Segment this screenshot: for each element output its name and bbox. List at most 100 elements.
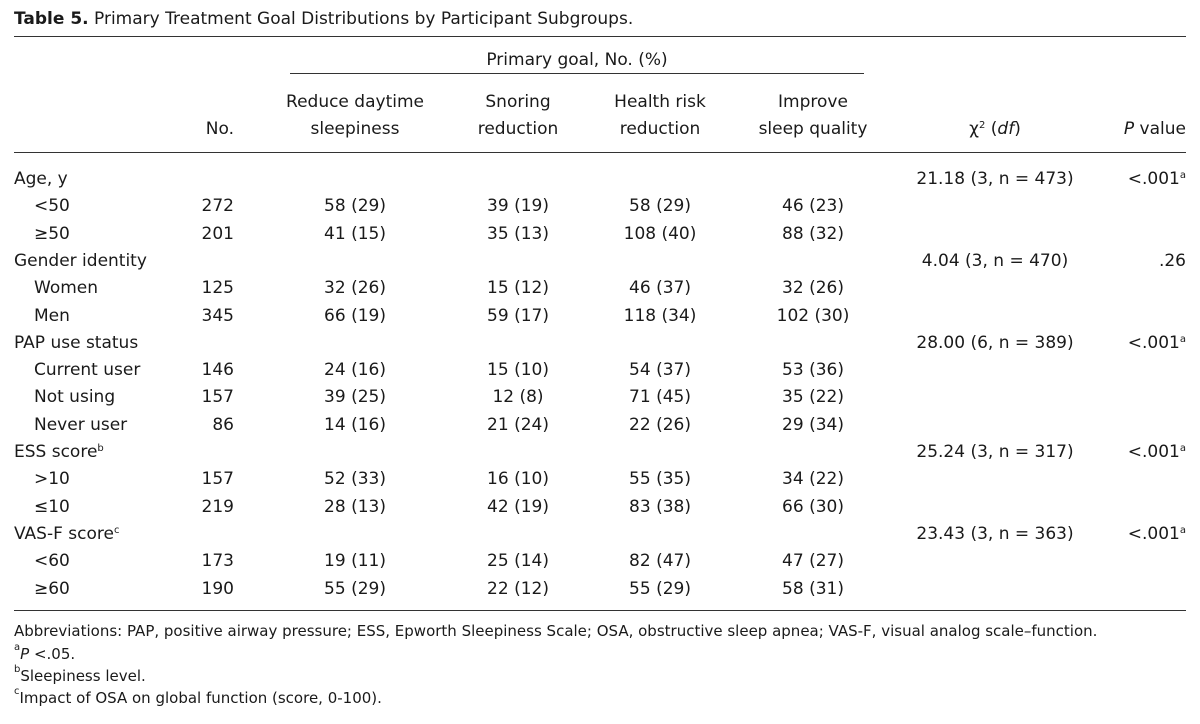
header-goal3-line1: Health risk bbox=[614, 92, 706, 112]
cell-health-risk-reduction: 118 (34) bbox=[623, 305, 697, 326]
cell-snoring-reduction: 39 (19) bbox=[487, 196, 549, 217]
caption-text: Primary Treatment Goal Distributions by … bbox=[94, 9, 634, 29]
cell-reduce-daytime-sleepiness: 41 (15) bbox=[324, 223, 386, 244]
cell-improve-sleep-quality: 88 (32) bbox=[782, 223, 844, 244]
header-chi-square: χ2 (df) bbox=[969, 119, 1021, 139]
row-sublabel: ≥50 bbox=[34, 223, 70, 245]
cell-no: 125 bbox=[201, 278, 234, 299]
p-value-superscript: a bbox=[1179, 524, 1186, 536]
row-label-text: ≥50 bbox=[34, 223, 70, 244]
cell-reduce-daytime-sleepiness: 24 (16) bbox=[324, 360, 386, 381]
row-sublabel: Men bbox=[34, 305, 70, 327]
cell-improve-sleep-quality: 47 (27) bbox=[782, 551, 844, 572]
table-caption: Table 5. Primary Treatment Goal Distribu… bbox=[14, 9, 633, 29]
cell-health-risk-reduction: 108 (40) bbox=[623, 223, 697, 244]
cell-improve-sleep-quality: 29 (34) bbox=[782, 414, 844, 435]
footnote-a-p: P bbox=[20, 645, 30, 663]
footnote-a-text: <.05. bbox=[29, 645, 76, 663]
row-sublabel: Never user bbox=[34, 414, 127, 436]
cell-p-value: <.001a bbox=[1090, 523, 1186, 545]
row-label-text: Age, y bbox=[14, 169, 68, 189]
cell-reduce-daytime-sleepiness: 19 (11) bbox=[324, 551, 386, 572]
p-value-label: value bbox=[1134, 119, 1186, 139]
cell-improve-sleep-quality: 58 (31) bbox=[782, 578, 844, 599]
header-p-value: P value bbox=[1090, 118, 1186, 140]
footnote-c-mark: c bbox=[14, 686, 20, 697]
p-value-text: <.001 bbox=[1127, 332, 1180, 353]
row-label-text: <50 bbox=[34, 196, 70, 217]
row-label-text: Men bbox=[34, 305, 70, 326]
header-no: No. bbox=[205, 119, 234, 139]
p-value-text: <.001 bbox=[1127, 523, 1180, 544]
cell-snoring-reduction: 35 (13) bbox=[487, 223, 549, 244]
cell-no: 173 bbox=[201, 551, 234, 572]
header-goal3-line2: reduction bbox=[619, 119, 701, 139]
footnote-c-text: Impact of OSA on global function (score,… bbox=[19, 689, 382, 707]
row-group-label: PAP use status bbox=[14, 332, 138, 354]
header-goal4-line1: Improve bbox=[778, 92, 848, 112]
cell-improve-sleep-quality: 34 (22) bbox=[782, 469, 844, 490]
cell-health-risk-reduction: 71 (45) bbox=[629, 387, 691, 408]
p-value-text: <.001 bbox=[1127, 169, 1180, 189]
row-group-label: Age, y bbox=[14, 168, 68, 190]
footnote-abbreviations: Abbreviations: PAP, positive airway pres… bbox=[14, 622, 1098, 640]
row-sublabel: Women bbox=[34, 277, 98, 299]
cell-reduce-daytime-sleepiness: 28 (13) bbox=[324, 496, 386, 517]
footnote-b-mark: b bbox=[14, 664, 21, 675]
row-sublabel: Not using bbox=[34, 386, 115, 408]
row-label-text: PAP use status bbox=[14, 332, 139, 353]
row-group-label: VAS-F scorec bbox=[14, 523, 119, 545]
row-label-text: ESS score bbox=[14, 442, 98, 462]
cell-chi-square: 25.24 (3, n = 317) bbox=[916, 442, 1074, 462]
cell-improve-sleep-quality: 102 (30) bbox=[776, 305, 850, 326]
cell-snoring-reduction: 21 (24) bbox=[487, 414, 549, 435]
row-sublabel: <60 bbox=[34, 550, 70, 572]
cell-no: 201 bbox=[201, 223, 234, 244]
cell-reduce-daytime-sleepiness: 66 (19) bbox=[324, 305, 386, 326]
header-rule bbox=[14, 152, 1186, 153]
row-sublabel: ≥60 bbox=[34, 578, 70, 600]
cell-snoring-reduction: 42 (19) bbox=[487, 496, 549, 517]
cell-p-value: <.001a bbox=[1090, 168, 1186, 190]
p-label: P bbox=[1123, 119, 1135, 139]
cell-reduce-daytime-sleepiness: 55 (29) bbox=[324, 578, 386, 599]
row-label-text: ≥60 bbox=[34, 578, 70, 599]
row-label-superscript: b bbox=[97, 443, 104, 454]
cell-no: 272 bbox=[201, 196, 234, 217]
cell-no: 219 bbox=[201, 496, 234, 517]
cell-chi-square: 4.04 (3, n = 470) bbox=[921, 250, 1069, 271]
spanner-rule bbox=[290, 73, 864, 74]
cell-chi-square: 21.18 (3, n = 473) bbox=[916, 169, 1074, 189]
cell-snoring-reduction: 59 (17) bbox=[487, 305, 549, 326]
row-label-text: ≤10 bbox=[34, 496, 70, 517]
cell-health-risk-reduction: 82 (47) bbox=[629, 551, 691, 572]
row-sublabel: ≤10 bbox=[34, 496, 70, 518]
cell-health-risk-reduction: 54 (37) bbox=[629, 360, 691, 381]
header-goal1-line1: Reduce daytime bbox=[286, 92, 424, 112]
p-value-superscript: a bbox=[1179, 170, 1186, 181]
top-rule bbox=[14, 36, 1186, 37]
cell-health-risk-reduction: 55 (29) bbox=[629, 578, 691, 599]
row-label-text: Women bbox=[34, 278, 99, 299]
p-value-text: <.001 bbox=[1127, 442, 1180, 462]
cell-improve-sleep-quality: 46 (23) bbox=[782, 196, 844, 217]
footnote-a: aP <.05. bbox=[14, 642, 76, 663]
footnote-c: cImpact of OSA on global function (score… bbox=[14, 686, 382, 707]
header-goal2-line2: reduction bbox=[477, 119, 559, 139]
cell-chi-square: 23.43 (3, n = 363) bbox=[916, 523, 1074, 544]
cell-snoring-reduction: 16 (10) bbox=[487, 469, 549, 490]
row-label-text: VAS-F score bbox=[14, 523, 114, 544]
chi-symbol: χ bbox=[969, 119, 979, 139]
row-label-text: <60 bbox=[34, 551, 70, 572]
cell-reduce-daytime-sleepiness: 14 (16) bbox=[324, 414, 386, 435]
row-label-text: Never user bbox=[34, 414, 128, 435]
cell-reduce-daytime-sleepiness: 32 (26) bbox=[324, 278, 386, 299]
row-sublabel: >10 bbox=[34, 468, 70, 490]
cell-no: 190 bbox=[201, 578, 234, 599]
footnote-a-mark: a bbox=[14, 642, 21, 653]
cell-snoring-reduction: 15 (10) bbox=[487, 360, 549, 381]
row-group-label: ESS scoreb bbox=[14, 441, 104, 463]
cell-health-risk-reduction: 55 (35) bbox=[629, 469, 691, 490]
cell-snoring-reduction: 25 (14) bbox=[487, 551, 549, 572]
